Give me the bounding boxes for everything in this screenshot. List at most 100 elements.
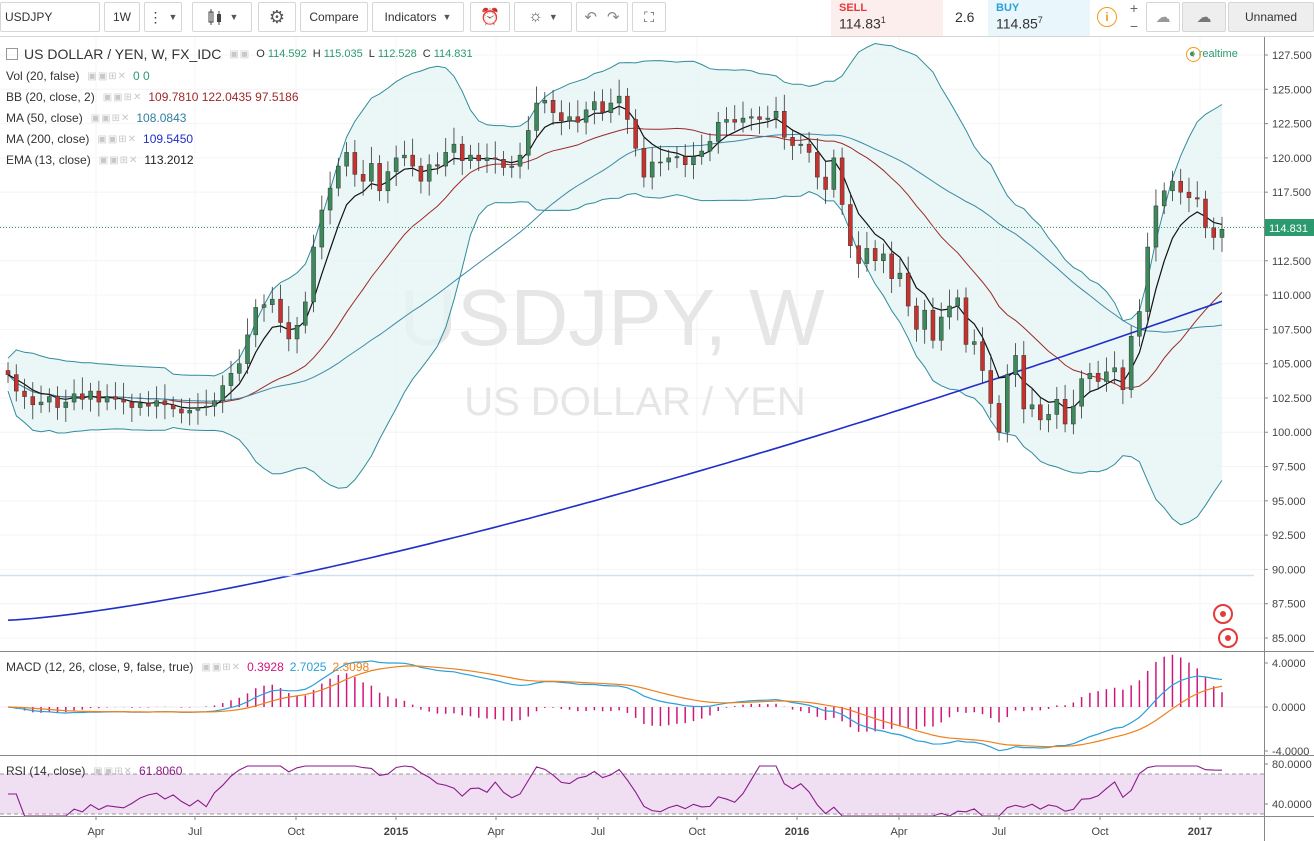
candle-body xyxy=(559,112,564,122)
redo-icon[interactable]: ↷ xyxy=(607,9,620,26)
candle xyxy=(526,116,531,170)
candle xyxy=(236,349,242,382)
cloud-icon: ☁ xyxy=(1155,9,1171,26)
candle-body xyxy=(955,297,960,307)
study-legend: MA (200, close) ▣▣⊞✕ 109.5450 xyxy=(6,131,193,147)
candle xyxy=(682,144,688,178)
candle xyxy=(1161,182,1167,215)
candle-body xyxy=(1178,180,1183,193)
candle xyxy=(1186,177,1192,213)
undo-redo[interactable]: ↶ ↷ xyxy=(576,2,628,32)
settings-button[interactable]: ⚙ xyxy=(258,2,296,32)
candle xyxy=(1203,190,1208,239)
candle-body xyxy=(938,316,944,341)
candle xyxy=(971,329,977,355)
candle-body xyxy=(1128,335,1134,390)
event-marker-icon[interactable] xyxy=(1213,604,1233,624)
candle-body xyxy=(137,403,143,408)
candle xyxy=(699,134,704,165)
study-controls[interactable]: ▣▣⊞✕ xyxy=(98,154,139,166)
fullscreen-button[interactable]: ⛶ xyxy=(632,2,666,32)
candle-body xyxy=(468,154,473,161)
candle-body xyxy=(666,157,671,163)
chart-canvas[interactable]: USDJPY, W US DOLLAR / YEN 127.500 125.000… xyxy=(0,37,1314,841)
symbol-search[interactable]: USDJPY xyxy=(0,2,100,32)
alert-button[interactable]: ⏰ xyxy=(470,2,510,32)
candle xyxy=(402,140,407,167)
study-values: 113.2012 xyxy=(144,153,194,167)
candle-body xyxy=(5,370,11,375)
study-controls[interactable]: ▣▣⊞✕ xyxy=(90,112,131,124)
compare-button[interactable]: Compare xyxy=(300,2,368,32)
collapse-icon[interactable] xyxy=(6,48,18,60)
candle xyxy=(476,142,481,171)
candles-icon xyxy=(208,9,221,25)
rsi-controls[interactable]: ▣▣⊞✕ xyxy=(93,765,134,777)
candle xyxy=(38,385,44,414)
info-icon: i xyxy=(1097,7,1117,27)
candle xyxy=(575,100,581,133)
candle xyxy=(418,157,424,194)
candle xyxy=(583,101,589,135)
candle-body xyxy=(476,154,481,161)
interval-dropdown[interactable]: ⋮ ▼ xyxy=(144,2,182,32)
chart-title: US DOLLAR / YEN, W, FX_IDC xyxy=(24,46,222,62)
candle xyxy=(1104,357,1109,392)
study-name: MA (50, close) xyxy=(6,111,83,125)
candle xyxy=(459,135,465,176)
price-tick-label: 122.500 xyxy=(1272,119,1312,131)
price-tick-label: 95.000 xyxy=(1272,496,1306,508)
macd-tick-label: -4.0000 xyxy=(1272,746,1309,758)
candle xyxy=(757,106,762,134)
study-controls[interactable]: ▣▣⊞✕ xyxy=(102,91,143,103)
candle xyxy=(344,142,349,177)
candle-body xyxy=(649,161,655,178)
undo-icon[interactable]: ↶ xyxy=(584,9,597,26)
series-controls[interactable]: ▣▣ xyxy=(229,48,251,60)
candle xyxy=(493,141,498,174)
save-cloud-button[interactable]: ☁ xyxy=(1182,2,1226,32)
candle xyxy=(270,286,275,313)
candle-body xyxy=(848,204,853,246)
study-controls[interactable]: ▣▣⊞✕ xyxy=(87,70,128,82)
candle xyxy=(1219,216,1225,252)
candle xyxy=(1079,370,1084,419)
info-button[interactable]: i xyxy=(1094,2,1120,32)
templates-button[interactable]: ☼ ▼ xyxy=(514,2,572,32)
interval-button[interactable]: 1W xyxy=(104,2,140,32)
load-cloud-button[interactable]: ☁ xyxy=(1146,2,1180,32)
indicators-button[interactable]: Indicators ▼ xyxy=(372,2,464,32)
bollinger-fill xyxy=(8,43,1222,525)
chart-style-button[interactable]: ▼ xyxy=(192,2,252,32)
candle-body xyxy=(327,187,333,211)
candle xyxy=(88,382,93,412)
macd-controls[interactable]: ▣▣⊞✕ xyxy=(201,661,242,673)
layout-name-button[interactable]: Unnamed xyxy=(1228,2,1314,32)
candle xyxy=(129,393,135,422)
study-controls[interactable]: ▣▣⊞✕ xyxy=(97,133,138,145)
candle xyxy=(724,107,729,137)
event-marker-dot xyxy=(1220,611,1226,617)
event-markers[interactable] xyxy=(1213,604,1238,648)
candle-body xyxy=(806,143,812,153)
candle xyxy=(980,327,985,383)
candle-body xyxy=(724,119,729,123)
candle-body xyxy=(534,102,539,131)
price-tick-label: 120.000 xyxy=(1272,153,1312,165)
bollinger-middle xyxy=(7,127,1223,404)
time-tick-label: Jul xyxy=(992,826,1006,838)
candle xyxy=(443,137,448,177)
time-tick-label: Jul xyxy=(591,826,605,838)
candle-body xyxy=(1079,378,1084,407)
zoom-in-button[interactable]: + xyxy=(1124,0,1144,16)
buy-button[interactable]: BUY 114.857 xyxy=(988,0,1090,36)
candle-body xyxy=(179,408,184,414)
candle xyxy=(385,161,391,204)
warning-icon[interactable]: ! xyxy=(1186,47,1201,62)
sell-button[interactable]: SELL 114.831 xyxy=(831,0,943,36)
price-tick-label: 117.500 xyxy=(1272,187,1311,199)
candle-body xyxy=(707,141,713,152)
zoom-out-button[interactable]: − xyxy=(1124,18,1144,34)
candle xyxy=(592,91,597,125)
event-marker-icon[interactable] xyxy=(1218,628,1238,648)
